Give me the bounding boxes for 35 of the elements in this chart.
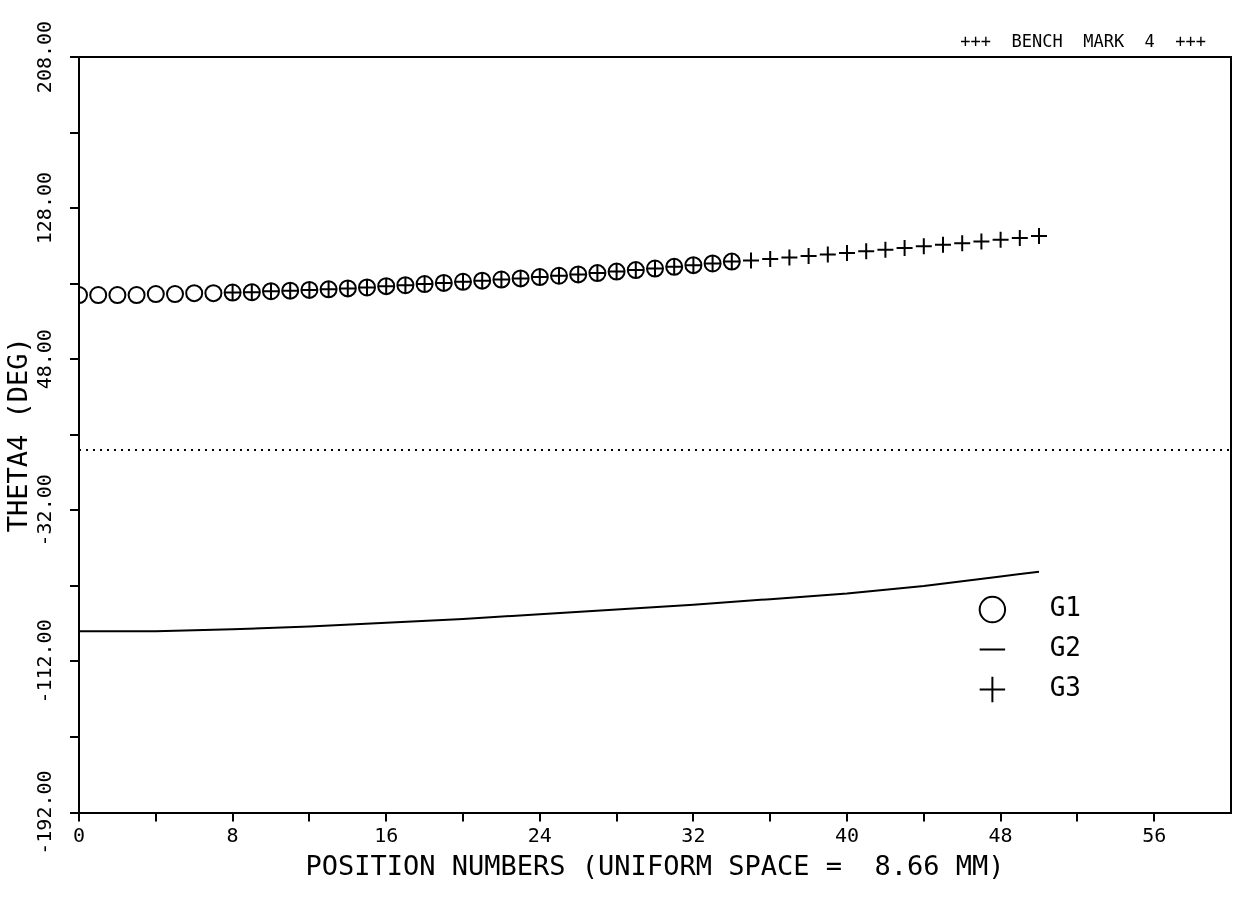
x-tick-label: 56 [1142,822,1167,847]
y-tick-label: -192.00 [32,770,57,855]
x-tick-label: 8 [226,822,239,847]
y-tick-label: 48.00 [32,329,57,390]
legend-label: G1 [1018,592,1082,623]
point [914,237,933,256]
x-axis-title: POSITION NUMBERS (UNIFORM SPACE = 8.66 MM) [305,849,1005,881]
y-tick-label: -112.00 [32,619,57,704]
point [780,248,799,267]
legend-label: G3 [1018,672,1082,703]
point [166,285,184,304]
point [204,284,223,303]
y-tick-label: 208.00 [32,20,57,94]
x-tick-label: 48 [988,822,1013,847]
point [991,230,1010,249]
point [876,240,895,259]
y-tick-label: 128.00 [32,171,57,245]
point [953,234,972,253]
x-tick-label: 16 [374,822,399,847]
point [972,232,991,251]
legend-label: G2 [1018,632,1082,663]
point [857,242,876,261]
x-tick-label: 0 [72,822,86,847]
point [146,285,165,304]
chart-title: +++ BENCH MARK 4 +++ [960,30,1206,51]
y-tick-label: -32.00 [32,474,57,547]
point [108,286,127,305]
point [818,245,837,264]
point [185,284,204,303]
y-axis-title: THETA4 (DEG) [2,337,34,533]
x-tick-label: 40 [834,822,860,847]
x-tick-label: 24 [527,822,552,847]
point [127,286,146,305]
point [89,286,108,305]
x-tick-label: 32 [681,822,706,847]
